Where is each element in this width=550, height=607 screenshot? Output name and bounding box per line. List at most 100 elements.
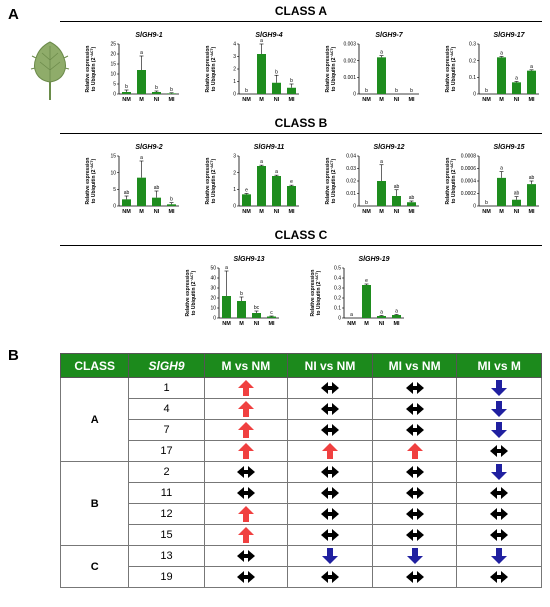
gene-cell: 7	[128, 419, 205, 441]
chart-title: SlGH9-4	[255, 32, 282, 39]
arrow-up-icon	[237, 443, 254, 459]
y-tick-label: 5	[113, 187, 116, 193]
x-tick-label: MI	[408, 209, 415, 215]
y-tick-label: 1	[233, 79, 236, 85]
y-tick-label: 0.0002	[461, 191, 477, 197]
comparison-cell	[287, 524, 373, 546]
double-arrow-icon	[321, 466, 339, 478]
bar	[407, 202, 416, 206]
bar	[392, 315, 401, 318]
arrow-down-icon	[491, 422, 508, 438]
gene-cell: 13	[128, 545, 205, 567]
double-arrow-icon	[405, 424, 424, 436]
class-cell: A	[59, 377, 130, 462]
comparison-cell	[287, 545, 373, 567]
table-row: 15	[61, 524, 542, 546]
y-tick-label: 20	[110, 52, 116, 58]
significance-letter: ab	[154, 185, 160, 191]
comparison-cell	[287, 398, 373, 420]
comparison-cell	[371, 419, 458, 441]
bar	[392, 196, 401, 206]
y-tick-label: 0	[113, 204, 116, 210]
class-cell: C	[59, 545, 130, 588]
bar	[377, 316, 386, 318]
bar	[257, 166, 266, 206]
chart-sigh9-15: SlGH9-15 Relative expressionto Ubiquitin …	[435, 142, 545, 229]
comparison-cell	[456, 419, 542, 441]
y-axis-label: Relative expressionto Ubiquitin (2−ΔCT)	[85, 46, 97, 93]
x-tick-label: M	[139, 97, 144, 103]
x-tick-label: NM	[362, 209, 371, 215]
double-arrow-icon	[321, 571, 339, 583]
comparison-table: CLASS SlGH9 M vs NM NI vs NM MI vs NM MI…	[59, 353, 542, 588]
significance-letter: b	[290, 78, 293, 84]
x-tick-label: NI	[394, 209, 400, 215]
comparison-cell	[371, 377, 458, 399]
col-header-m-vs-nm: M vs NM	[203, 353, 289, 378]
x-tick-label: MI	[168, 209, 175, 215]
comparison-cell	[287, 503, 373, 525]
panel-b: B CLASS SlGH9 M vs NM NI vs NM MI vs NM …	[0, 345, 550, 607]
bar	[167, 204, 176, 206]
class-a-divider	[60, 21, 542, 22]
x-tick-label: MI	[528, 97, 535, 103]
significance-letter: a	[275, 169, 278, 175]
table-header-row: CLASS SlGH9 M vs NM NI vs NM MI vs NM MI…	[59, 353, 542, 378]
significance-letter: b	[245, 88, 248, 94]
x-tick-label: NM	[347, 321, 356, 327]
y-axis-label: Relative expressionto Ubiquitin (2−ΔCT)	[325, 158, 337, 205]
bar	[497, 57, 506, 94]
significance-letter: a	[380, 159, 383, 165]
comparison-cell	[456, 461, 542, 483]
bar	[272, 82, 281, 94]
double-arrow-icon	[405, 403, 424, 415]
x-tick-label: NM	[122, 97, 131, 103]
comparison-cell	[287, 461, 373, 483]
y-axis-label: Relative expressionto Ubiquitin (2−ΔCT)	[205, 46, 217, 93]
x-tick-label: NI	[394, 97, 400, 103]
double-arrow-icon	[490, 445, 509, 457]
double-arrow-icon	[490, 571, 509, 583]
y-tick-label: 2	[233, 170, 236, 176]
arrow-up-icon	[406, 443, 423, 459]
y-tick-label: 5	[113, 82, 116, 88]
bar	[527, 184, 536, 206]
double-arrow-icon	[405, 529, 424, 541]
double-arrow-icon	[405, 487, 424, 499]
bar	[252, 313, 261, 318]
class-cell: B	[59, 461, 130, 546]
y-tick-label: 0.2	[334, 296, 341, 302]
significance-letter: a	[380, 310, 383, 316]
gene-cell: 11	[128, 482, 205, 504]
bar	[287, 186, 296, 206]
col-header-ni-vs-nm: NI vs NM	[287, 353, 373, 378]
significance-letter: bc	[254, 305, 260, 311]
x-tick-label: NI	[514, 209, 520, 215]
significance-letter: a	[350, 312, 353, 318]
chart-title: SlGH9-17	[493, 32, 525, 39]
gene-cell: 19	[128, 566, 205, 588]
gene-cell: 1	[128, 377, 205, 399]
comparison-cell	[456, 503, 542, 525]
chart-sigh9-11: SlGH9-11 Relative expressionto Ubiquitin …	[195, 142, 305, 229]
bar	[512, 82, 521, 94]
significance-letter: e	[290, 179, 293, 185]
x-tick-label: NI	[379, 321, 385, 327]
y-tick-label: 0	[473, 92, 476, 98]
y-tick-label: 0	[233, 204, 236, 210]
bar	[222, 296, 231, 318]
chart-title: SlGH9-15	[493, 144, 524, 151]
x-tick-label: NI	[154, 97, 160, 103]
significance-letter: a	[500, 51, 503, 57]
y-tick-label: 50	[210, 266, 216, 272]
table-row: 19	[61, 566, 542, 588]
x-tick-label: M	[259, 97, 264, 103]
comparison-cell	[287, 482, 373, 504]
significance-letter: b	[365, 88, 368, 94]
gene-cell: 15	[128, 524, 205, 546]
significance-letter: ab	[529, 175, 535, 181]
comparison-cell	[371, 440, 458, 462]
x-tick-label: MI	[288, 209, 295, 215]
bar	[497, 177, 506, 206]
table-row: 12	[61, 503, 542, 525]
